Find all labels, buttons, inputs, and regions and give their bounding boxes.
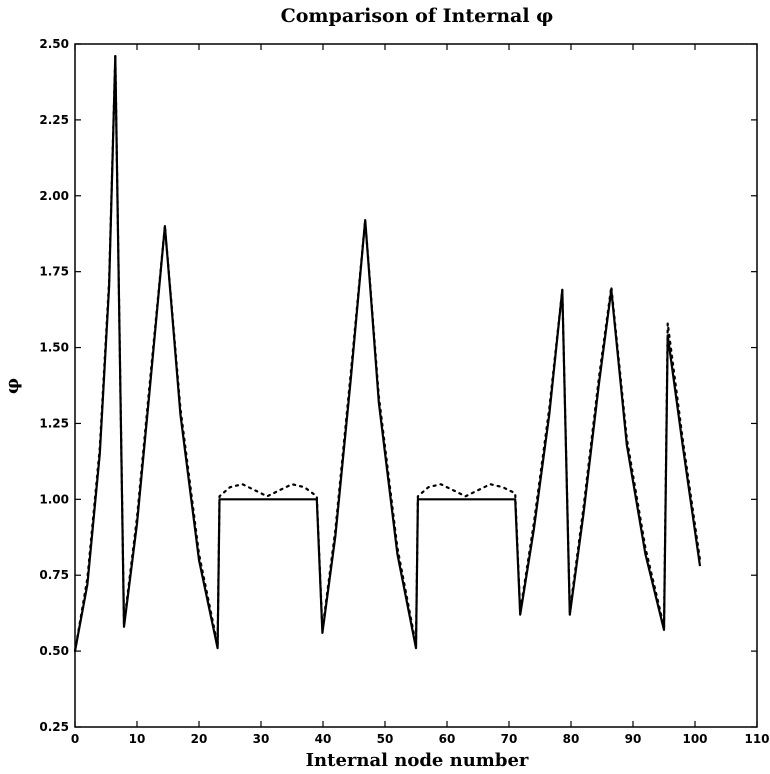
x-tick-label: 60: [439, 732, 456, 746]
x-tick-label: 90: [625, 732, 642, 746]
y-axis-label: φ: [2, 378, 23, 394]
x-tick-label: 70: [501, 732, 518, 746]
y-tick-label: 2.50: [39, 37, 69, 51]
x-axis-label: Internal node number: [306, 750, 529, 771]
y-tick-label: 1.75: [39, 265, 69, 279]
series-layer: [73, 54, 702, 653]
y-tick-label: 2.25: [39, 113, 69, 127]
x-tick-label: 30: [253, 732, 270, 746]
x-tick-label: 0: [71, 732, 79, 746]
series-line-solid: [73, 54, 702, 652]
y-tick-label: 0.50: [39, 644, 69, 658]
y-tick-label: 1.00: [39, 492, 69, 506]
x-tick-label: 40: [315, 732, 332, 746]
y-tick-label: 0.25: [39, 720, 69, 734]
plot-frame: [74, 43, 758, 728]
x-tick-label: 100: [682, 732, 707, 746]
x-tick-label: 50: [377, 732, 394, 746]
x-tick-label: 110: [744, 732, 769, 746]
y-tick-label: 1.25: [39, 416, 69, 430]
y-tick-label: 1.50: [39, 341, 69, 355]
axis-ticks: 0 10 20 30 40 50 60 70 80 90 100 110 0.25 0.50 0.75 1.0…: [39, 37, 769, 746]
x-tick-label: 20: [191, 732, 208, 746]
x-tick-label: 10: [129, 732, 146, 746]
y-tick-label: 0.75: [39, 568, 69, 582]
x-tick-label: 80: [563, 732, 580, 746]
series-line-dotted: [73, 54, 702, 653]
chart-title: Comparison of Internal φ: [281, 5, 554, 27]
y-tick-label: 2.00: [39, 189, 69, 203]
